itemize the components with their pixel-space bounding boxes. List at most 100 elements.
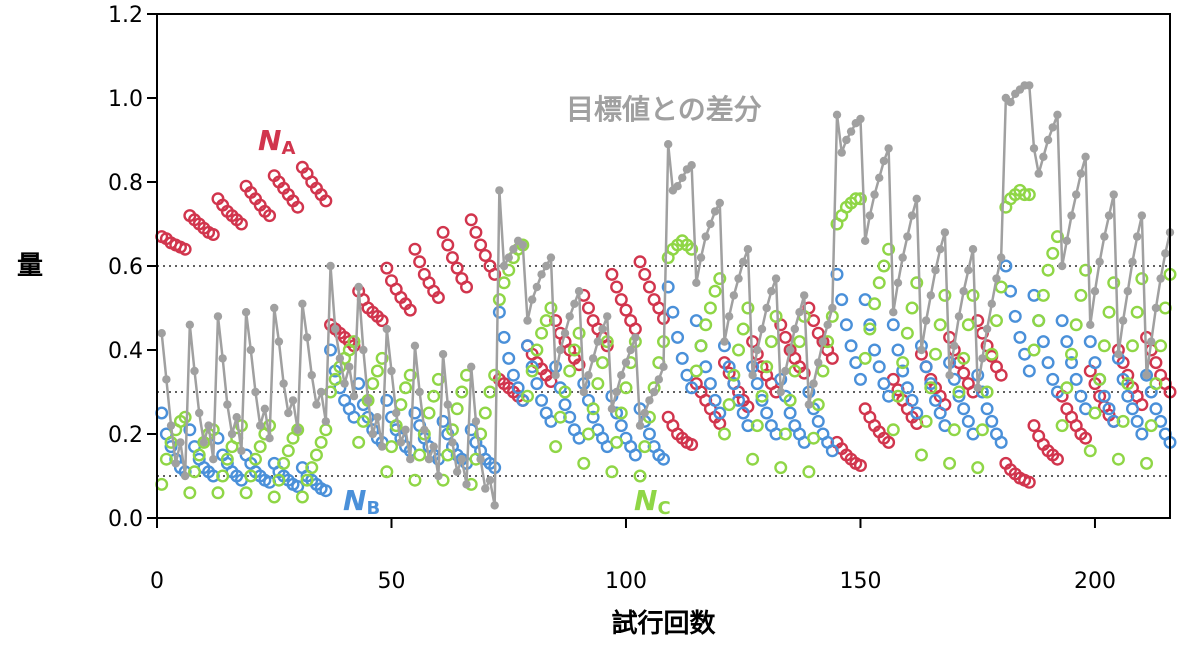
- data-point-NC: [488, 368, 502, 382]
- data-point-NC: [877, 259, 891, 273]
- data-point-diff: [471, 417, 481, 426]
- data-point-NA: [450, 261, 464, 275]
- annotation-NB: NB: [343, 484, 380, 519]
- data-point-diff: [532, 282, 542, 292]
- data-point-diff: [354, 282, 363, 292]
- data-point-NB: [675, 351, 689, 365]
- data-point-NA: [957, 366, 971, 380]
- data-point-diff: [748, 371, 757, 380]
- data-point-diff: [542, 261, 551, 271]
- data-point-NB: [985, 414, 999, 428]
- data-point-diff: [889, 308, 898, 317]
- data-point-NB: [206, 469, 220, 483]
- data-point-diff: [860, 236, 870, 245]
- data-point-NB: [853, 372, 867, 386]
- data-point-NB: [760, 406, 774, 420]
- data-point-diff: [935, 245, 945, 254]
- y-axis-title: 量: [17, 251, 43, 281]
- x-tick-label: 200: [1074, 569, 1116, 594]
- data-point-NA: [994, 368, 1008, 382]
- data-point-NA: [178, 242, 192, 256]
- data-point-NB: [661, 280, 675, 294]
- data-point-diff: [696, 253, 706, 262]
- data-point-diff: [302, 333, 312, 342]
- data-point-NC: [309, 448, 323, 462]
- data-point-NC: [403, 368, 417, 382]
- data-point-diff: [645, 396, 654, 405]
- data-point-NC: [1125, 339, 1139, 353]
- data-point-diff: [260, 404, 270, 413]
- annotation-main: 目標値との差分: [566, 93, 762, 126]
- data-point-NC: [1135, 272, 1149, 286]
- data-point-diff: [950, 341, 959, 350]
- data-point-diff: [631, 333, 640, 342]
- data-point-NB: [910, 406, 924, 420]
- data-point-NC: [727, 368, 741, 382]
- data-point-diff: [485, 476, 495, 485]
- data-point-NC: [1032, 314, 1046, 328]
- data-point-NC: [882, 242, 896, 256]
- data-point-NC: [577, 456, 591, 470]
- data-point-NC: [183, 486, 197, 500]
- data-point-diff: [180, 471, 190, 481]
- data-point-NB: [703, 377, 717, 391]
- data-point-diff: [490, 501, 499, 510]
- data-point-NC: [1065, 347, 1079, 361]
- data-point-NC: [699, 318, 713, 332]
- data-point-diff: [954, 312, 964, 321]
- data-point-NA: [469, 225, 483, 239]
- data-point-diff: [373, 413, 382, 422]
- data-point-diff: [992, 274, 1001, 283]
- data-point-diff: [931, 266, 940, 275]
- data-point-diff: [870, 190, 879, 199]
- data-point-diff: [710, 207, 720, 216]
- data-point-NB: [713, 406, 727, 420]
- data-point-NB: [319, 484, 333, 498]
- data-point-diff: [457, 455, 467, 464]
- data-point-NB: [1022, 364, 1036, 378]
- data-point-diff: [776, 387, 785, 397]
- data-point-NC: [553, 410, 567, 424]
- data-point-NC: [352, 435, 366, 449]
- data-point-NA: [685, 438, 699, 452]
- data-point-NC: [1022, 188, 1036, 202]
- data-point-NC: [755, 389, 769, 403]
- annotation-main: N: [258, 124, 281, 157]
- data-point-diff: [382, 324, 392, 334]
- data-point-NC: [685, 242, 699, 256]
- data-point-NB: [1069, 372, 1083, 386]
- data-point-diff: [626, 345, 635, 355]
- data-point-NB: [868, 343, 882, 357]
- data-point-NA: [966, 385, 980, 399]
- data-point-NA: [263, 209, 277, 223]
- data-point-NC: [853, 192, 867, 206]
- data-point-NB: [1027, 288, 1041, 302]
- data-point-NC: [563, 364, 577, 378]
- data-point-NC: [741, 301, 755, 315]
- data-point-NB: [947, 372, 961, 386]
- data-point-NC: [943, 456, 957, 470]
- data-point-NC: [886, 423, 900, 437]
- data-point-NC: [947, 423, 961, 437]
- data-point-NC: [952, 385, 966, 399]
- data-point-NC: [760, 360, 774, 374]
- data-point-diff: [509, 245, 518, 254]
- data-point-diff: [1137, 211, 1147, 220]
- data-point-NC: [1130, 305, 1144, 319]
- data-point-NB: [530, 377, 544, 391]
- data-point-NC: [384, 440, 398, 454]
- data-point-diff: [823, 320, 832, 329]
- data-point-NC: [408, 473, 422, 487]
- annotation-main: N: [343, 484, 366, 517]
- data-point-diff: [434, 471, 443, 481]
- data-point-NC: [1027, 343, 1041, 357]
- data-point-NC: [581, 427, 595, 441]
- data-point-NB: [558, 398, 572, 412]
- data-point-diff: [724, 312, 734, 321]
- data-point-diff: [1090, 287, 1100, 296]
- data-point-diff: [771, 274, 781, 283]
- data-point-diff: [996, 253, 1006, 262]
- series-diff: [157, 81, 1175, 510]
- data-point-NB: [586, 410, 600, 424]
